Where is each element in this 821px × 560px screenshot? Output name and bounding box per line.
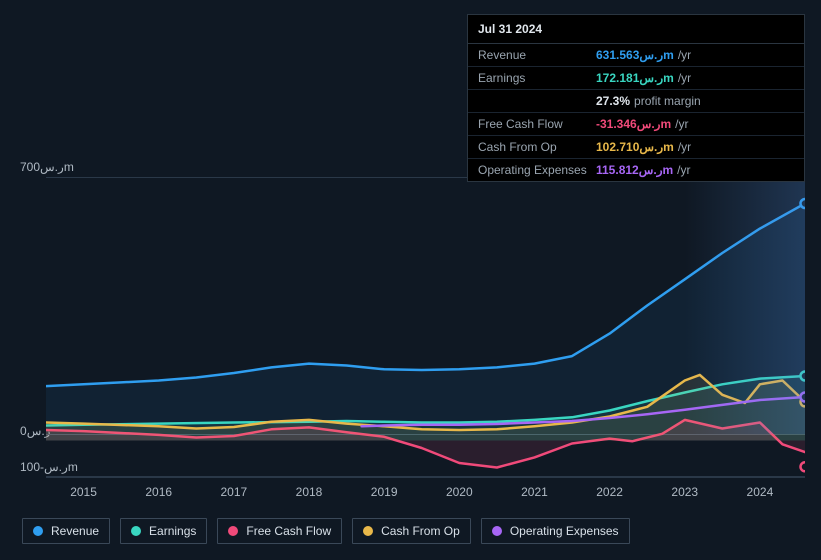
tooltip-label: Free Cash Flow — [478, 117, 596, 131]
tooltip-value: -31.346ر.سm — [596, 117, 671, 131]
legend-swatch — [492, 526, 502, 536]
x-axis-label: 2016 — [145, 485, 172, 499]
tooltip-label: Revenue — [478, 48, 596, 62]
legend-item[interactable]: Earnings — [120, 518, 207, 544]
end-marker-opex — [801, 393, 806, 402]
tooltip-row-extra: 27.3% profit margin — [468, 90, 804, 113]
legend-label: Cash From Op — [381, 524, 460, 538]
x-axis-label: 2022 — [596, 485, 623, 499]
legend-swatch — [131, 526, 141, 536]
legend-item[interactable]: Cash From Op — [352, 518, 471, 544]
tooltip-extra-label: profit margin — [634, 94, 701, 108]
legend-label: Revenue — [51, 524, 99, 538]
tooltip-value: 115.812ر.سm — [596, 163, 673, 177]
legend-swatch — [33, 526, 43, 536]
tooltip-row: Revenue631.563ر.سm/yr — [468, 44, 804, 67]
tooltip-suffix: /yr — [678, 48, 691, 62]
tooltip-value: 631.563ر.سm — [596, 48, 674, 62]
x-axis-label: 2023 — [671, 485, 698, 499]
tooltip-value: 102.710ر.سm — [596, 140, 674, 154]
legend-label: Earnings — [149, 524, 196, 538]
tooltip-rows: Revenue631.563ر.سm/yrEarnings172.181ر.سm… — [468, 44, 804, 181]
end-marker-revenue — [801, 199, 806, 208]
tooltip-suffix: /yr — [675, 117, 688, 131]
legend-item[interactable]: Revenue — [22, 518, 110, 544]
chart-tooltip: Jul 31 2024 Revenue631.563ر.سm/yrEarning… — [467, 14, 805, 182]
tooltip-row: Free Cash Flow-31.346ر.سm/yr — [468, 113, 804, 136]
x-axis-label: 2015 — [70, 485, 97, 499]
x-axis-label: 2017 — [221, 485, 248, 499]
tooltip-row: Earnings172.181ر.سm/yr — [468, 67, 804, 90]
tooltip-date: Jul 31 2024 — [468, 15, 804, 44]
tooltip-label: Operating Expenses — [478, 163, 596, 177]
tooltip-pct: 27.3% — [596, 94, 630, 108]
plot[interactable] — [46, 177, 805, 477]
x-axis-label: 2024 — [747, 485, 774, 499]
end-marker-earnings — [801, 372, 806, 381]
end-marker-fcf — [801, 462, 806, 471]
legend-item[interactable]: Free Cash Flow — [217, 518, 342, 544]
legend-label: Operating Expenses — [510, 524, 619, 538]
legend-swatch — [363, 526, 373, 536]
tooltip-suffix: /yr — [678, 140, 691, 154]
legend-item[interactable]: Operating Expenses — [481, 518, 630, 544]
x-axis-label: 2021 — [521, 485, 548, 499]
legend-label: Free Cash Flow — [246, 524, 331, 538]
x-axis-label: 2020 — [446, 485, 473, 499]
tooltip-label: Cash From Op — [478, 140, 596, 154]
tooltip-value: 172.181ر.سm — [596, 71, 674, 85]
tooltip-suffix: /yr — [678, 71, 691, 85]
plot-svg — [46, 178, 805, 478]
x-axis-label: 2019 — [371, 485, 398, 499]
tooltip-row: Operating Expenses115.812ر.سm/yr — [468, 159, 804, 181]
tooltip-suffix: /yr — [677, 163, 690, 177]
legend-swatch — [228, 526, 238, 536]
x-axis-label: 2018 — [296, 485, 323, 499]
y-axis-label: ر.س700m — [20, 160, 74, 174]
tooltip-label: Earnings — [478, 71, 596, 85]
legend: Revenue Earnings Free Cash Flow Cash From O… — [22, 518, 630, 544]
tooltip-row: Cash From Op102.710ر.سm/yr — [468, 136, 804, 159]
